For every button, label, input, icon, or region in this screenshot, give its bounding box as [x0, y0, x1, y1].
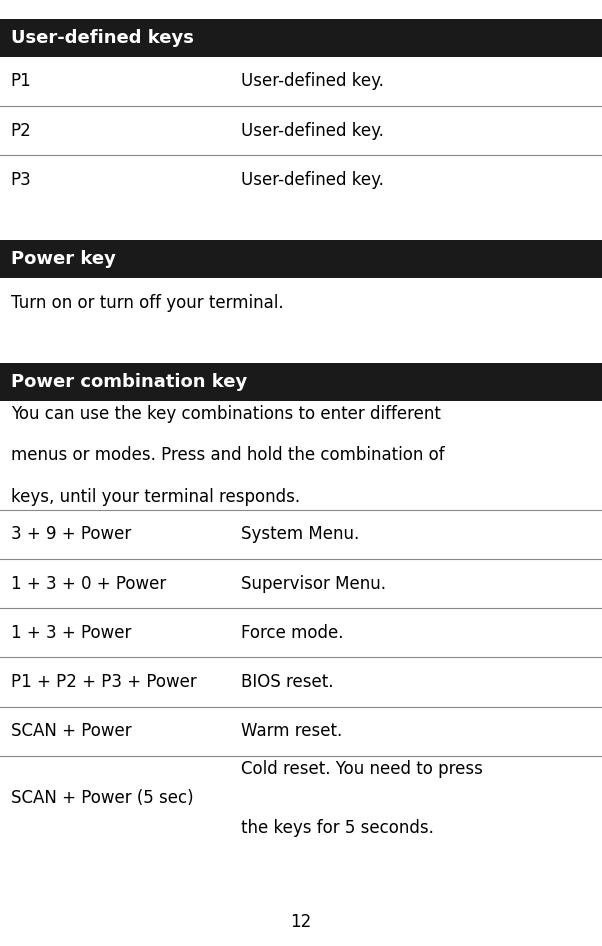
Text: 12: 12 — [290, 913, 312, 932]
Text: P1: P1 — [11, 72, 31, 91]
Text: 1 + 3 + 0 + Power: 1 + 3 + 0 + Power — [11, 574, 166, 593]
Text: P3: P3 — [11, 170, 31, 189]
Text: 3 + 9 + Power: 3 + 9 + Power — [11, 525, 131, 544]
Text: User-defined keys: User-defined keys — [11, 28, 194, 47]
Text: You can use the key combinations to enter different: You can use the key combinations to ente… — [11, 405, 441, 423]
Text: Warm reset.: Warm reset. — [241, 722, 342, 741]
Text: Supervisor Menu.: Supervisor Menu. — [241, 574, 386, 593]
Text: the keys for 5 seconds.: the keys for 5 seconds. — [241, 819, 433, 837]
Text: Cold reset. You need to press: Cold reset. You need to press — [241, 760, 483, 778]
Text: menus or modes. Press and hold the combination of: menus or modes. Press and hold the combi… — [11, 447, 444, 464]
Text: SCAN + Power: SCAN + Power — [11, 722, 131, 741]
Text: Force mode.: Force mode. — [241, 623, 343, 642]
Bar — [0, 240, 602, 278]
Text: User-defined key.: User-defined key. — [241, 121, 383, 140]
Text: SCAN + Power (5 sec): SCAN + Power (5 sec) — [11, 789, 193, 808]
Text: 1 + 3 + Power: 1 + 3 + Power — [11, 623, 131, 642]
Text: Power combination key: Power combination key — [11, 373, 247, 392]
Text: User-defined key.: User-defined key. — [241, 72, 383, 91]
Text: User-defined key.: User-defined key. — [241, 170, 383, 189]
Text: Power key: Power key — [11, 250, 116, 269]
Text: P1 + P2 + P3 + Power: P1 + P2 + P3 + Power — [11, 673, 197, 692]
Text: System Menu.: System Menu. — [241, 525, 359, 544]
Text: Turn on or turn off your terminal.: Turn on or turn off your terminal. — [11, 293, 284, 312]
Bar — [0, 19, 602, 57]
Text: P2: P2 — [11, 121, 31, 140]
Bar — [0, 363, 602, 401]
Text: BIOS reset.: BIOS reset. — [241, 673, 334, 692]
Text: keys, until your terminal responds.: keys, until your terminal responds. — [11, 488, 300, 506]
